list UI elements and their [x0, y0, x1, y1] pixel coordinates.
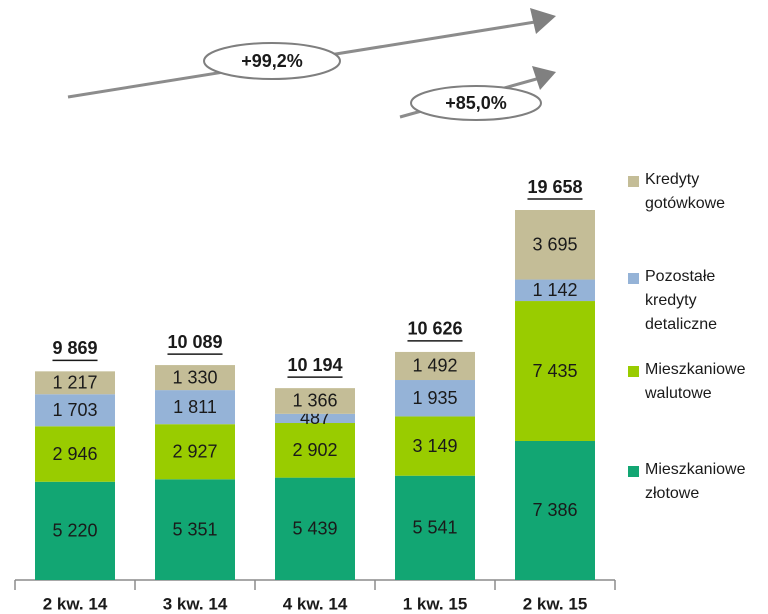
value-label: 1 811: [173, 397, 217, 417]
bar-segment: [35, 426, 115, 482]
value-label: 2 927: [172, 441, 217, 461]
legend-label: Mieszkaniowe walutowe: [645, 361, 746, 402]
bar-segment: [275, 388, 355, 414]
value-label: 1 492: [412, 356, 457, 376]
bar-segment: [155, 390, 235, 425]
value-label: 1 217: [52, 373, 97, 393]
value-label: 3 149: [412, 436, 457, 456]
total-label: 10 626: [407, 319, 462, 339]
bar-segment: [35, 394, 115, 427]
x-tick-label: 4 kw. 14: [283, 594, 348, 613]
value-label: 5 220: [52, 521, 97, 541]
x-tick-label: 2 kw. 14: [43, 594, 108, 613]
bar-segment: [155, 479, 235, 580]
bar-segment: [515, 210, 595, 280]
legend-label: Pozostałe kredyty detaliczne: [645, 268, 718, 333]
x-tick-label: 1 kw. 15: [403, 594, 468, 613]
arrow-head: [532, 66, 556, 90]
bar-segment: [395, 475, 475, 580]
value-label: 7 435: [532, 361, 577, 381]
value-label: 1 703: [52, 400, 97, 420]
value-label: 1 330: [172, 367, 217, 387]
value-label: 1 935: [412, 388, 457, 408]
value-label: 2 946: [52, 444, 97, 464]
annotation: +85,0%: [445, 93, 507, 113]
bar-segment: [275, 413, 355, 424]
bar-segment: [155, 424, 235, 480]
value-label: 3 695: [532, 235, 577, 255]
value-label: 1 366: [292, 391, 337, 411]
legend-swatch: [628, 366, 639, 377]
total-label: 9 869: [52, 338, 97, 358]
bar-segment: [155, 365, 235, 391]
annotation-bubble: [410, 85, 542, 121]
bar-segment: [395, 416, 475, 476]
arrow-head: [530, 8, 556, 34]
bar-segment: [515, 440, 595, 580]
legend-swatch: [628, 176, 639, 187]
value-label: 7 386: [532, 500, 577, 520]
value-label: 2 902: [292, 440, 337, 460]
legend-swatch: [628, 273, 639, 284]
total-label: 19 658: [527, 177, 582, 197]
total-label: 10 089: [167, 332, 222, 352]
legend-swatch: [628, 466, 639, 477]
bar-segment: [515, 279, 595, 302]
x-tick-label: 2 kw. 15: [523, 594, 588, 613]
value-label: 5 351: [172, 519, 217, 539]
legend-label: Kredyty gotówkowe: [645, 171, 726, 212]
bar-segment: [275, 477, 355, 580]
legend-label: Mieszkaniowe złotowe: [645, 461, 746, 502]
bar-segment: [35, 371, 115, 395]
value-label: 5 541: [412, 518, 457, 538]
annotation: +99,2%: [241, 51, 303, 71]
total-label: 10 194: [287, 355, 342, 375]
bar-segment: [515, 301, 595, 441]
bar-segment: [35, 481, 115, 580]
value-label: 1 142: [532, 280, 577, 300]
bar-segment: [275, 423, 355, 478]
bar-segment: [395, 351, 475, 381]
bar-segment: [395, 380, 475, 417]
x-tick-label: 3 kw. 14: [163, 594, 228, 613]
value-label: 5 439: [292, 519, 337, 539]
annotation-bubble: [203, 42, 341, 80]
